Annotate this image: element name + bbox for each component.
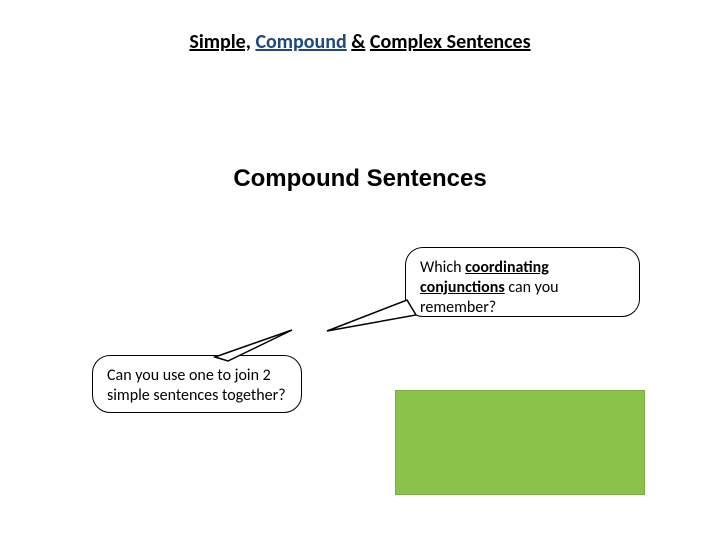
slide-subtitle: Compound Sentences	[0, 165, 720, 193]
title-complex: Complex Sentences	[370, 30, 531, 54]
green-box	[395, 390, 645, 495]
bubble2-text: Can you use one to join 2 simple sentenc…	[107, 366, 286, 405]
bubble1-tail	[322, 297, 422, 337]
bubble1-prefix: Which	[420, 258, 465, 277]
slide-title: Simple, Compound & Complex Sentences	[0, 30, 720, 54]
title-compound: Compound	[255, 30, 346, 54]
speech-bubble-1: Which coordinating conjunctions can you …	[405, 247, 640, 317]
title-amp: &	[351, 30, 365, 54]
bubble2-tail	[210, 325, 300, 365]
title-simple: Simple,	[189, 30, 251, 54]
